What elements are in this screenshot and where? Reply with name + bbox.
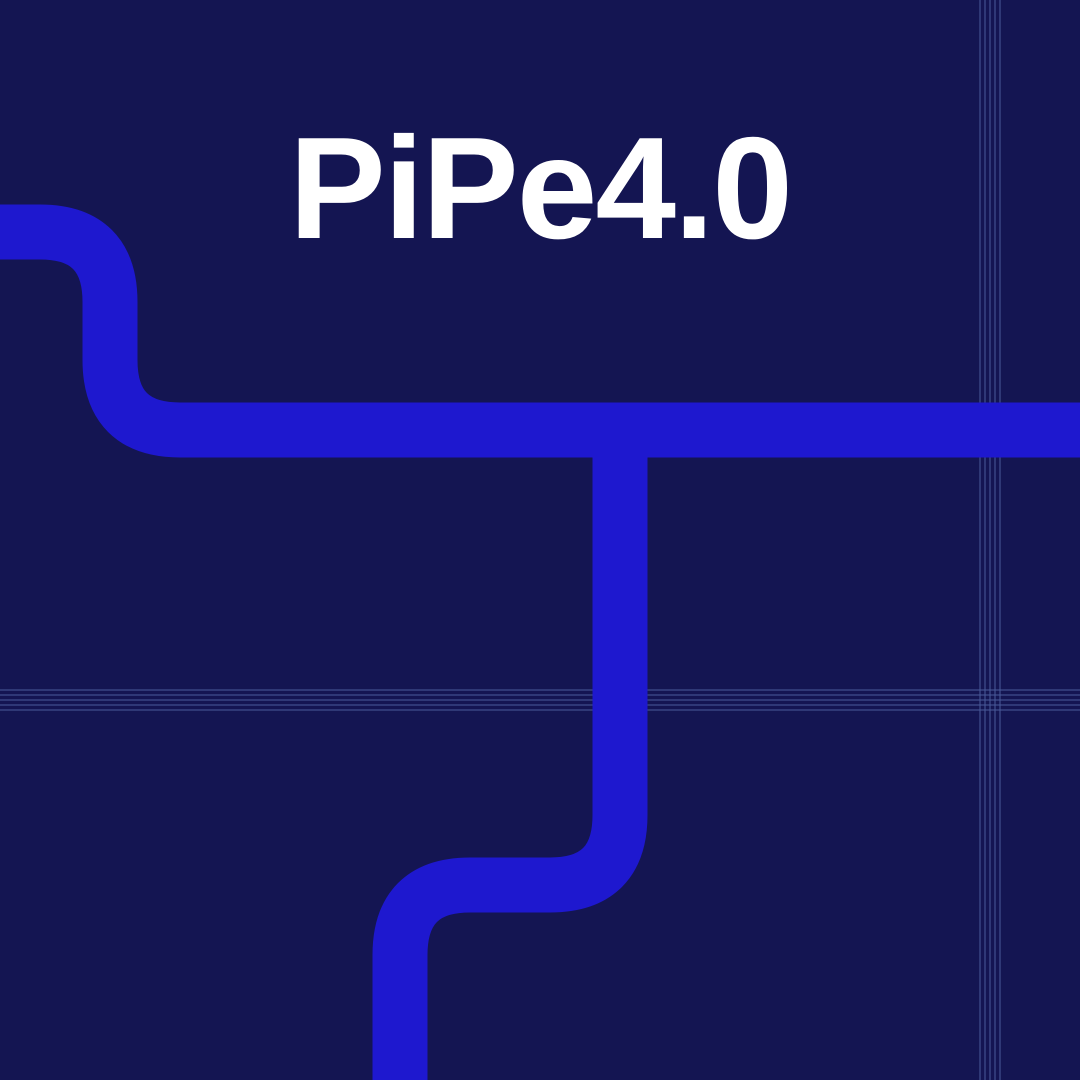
pipe-branch-path <box>400 430 620 1080</box>
logo-title: PiPe4.0 <box>0 105 1080 272</box>
logo-canvas: PiPe4.0 <box>0 0 1080 1080</box>
